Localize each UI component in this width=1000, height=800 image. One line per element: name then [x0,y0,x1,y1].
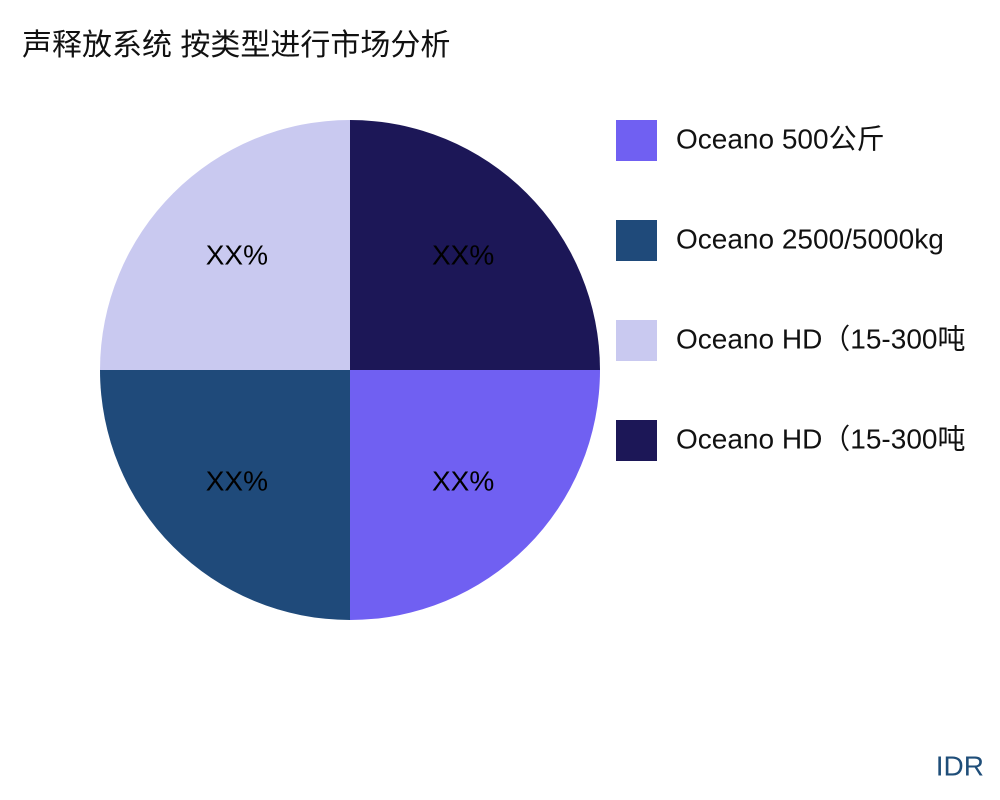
pie-slice [350,370,600,620]
pie-slice [100,120,350,370]
legend-label: Oceano 2500/5000kg [676,223,944,254]
legend-swatch [616,320,657,361]
legend-label: Oceano 500公斤 [676,123,885,154]
legend-label: Oceano HD（15-300吨 [676,323,965,354]
pie-slice [100,370,350,620]
slice-label: XX% [432,239,494,270]
legend-swatch [616,420,657,461]
source: IDR [936,750,984,781]
legend-swatch [616,120,657,161]
slice-label: XX% [206,466,268,497]
slice-label: XX% [432,466,494,497]
pie-slice [350,120,600,370]
chart-title: 声释放系统 按类型进行市场分析 [22,29,450,62]
legend-label: Oceano HD（15-300吨 [676,423,965,454]
legend-swatch [616,220,657,261]
slice-label: XX% [206,239,268,270]
